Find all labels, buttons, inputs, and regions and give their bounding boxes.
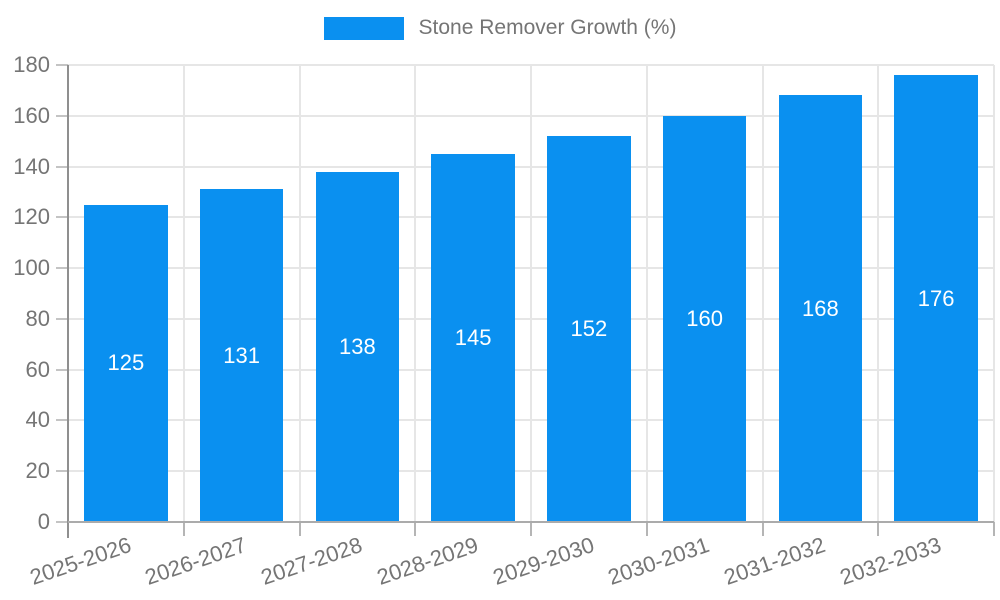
vertical-gridline xyxy=(298,65,301,522)
y-axis-tick-label: 100 xyxy=(13,255,50,281)
y-axis-tick xyxy=(56,317,68,320)
vertical-gridline xyxy=(761,65,764,522)
vertical-gridline xyxy=(877,65,880,522)
x-axis-tick-label: 2029-2030 xyxy=(489,532,598,590)
bar-value-label: 138 xyxy=(339,333,376,359)
vertical-gridline xyxy=(530,65,532,522)
bar: 138 xyxy=(315,171,400,522)
y-axis-tick-label: 0 xyxy=(37,509,50,534)
bar-value-label: 145 xyxy=(454,324,492,350)
bar: 125 xyxy=(84,204,168,522)
x-axis-tick xyxy=(761,522,764,536)
y-axis-tick-label: 160 xyxy=(13,102,50,128)
x-axis-tick xyxy=(877,522,880,536)
vertical-gridline xyxy=(993,65,995,522)
x-axis-tick xyxy=(530,522,532,536)
y-axis-tick-label: 40 xyxy=(25,407,50,433)
y-axis-tick-label: 180 xyxy=(13,52,50,77)
y-axis-tick xyxy=(56,470,68,473)
y-axis-tick xyxy=(56,114,68,117)
y-axis-tick xyxy=(56,64,68,66)
bar: 176 xyxy=(894,75,978,522)
y-axis-tick xyxy=(56,368,68,371)
bar: 168 xyxy=(778,95,863,522)
y-axis-tick-label: 80 xyxy=(25,305,50,331)
y-axis-tick xyxy=(56,165,68,168)
y-axis-line xyxy=(67,65,69,538)
bar: 145 xyxy=(431,153,515,522)
bar-value-label: 125 xyxy=(107,350,145,376)
bar-value-label: 152 xyxy=(570,316,608,342)
bar-value-label: 168 xyxy=(802,295,839,321)
legend-label: Stone Remover Growth (%) xyxy=(418,16,677,39)
x-axis-tick xyxy=(182,522,185,536)
bar-value-label: 176 xyxy=(917,285,955,311)
bar-value-label: 160 xyxy=(686,305,723,331)
vertical-gridline xyxy=(414,65,417,522)
y-axis-tick-label: 120 xyxy=(13,204,50,230)
bar: 152 xyxy=(547,136,631,522)
y-axis-tick xyxy=(56,419,68,422)
y-axis-tick-label: 60 xyxy=(25,356,50,382)
y-axis-tick xyxy=(56,216,68,219)
bar: 160 xyxy=(662,115,747,522)
y-axis-tick-label: 140 xyxy=(13,153,50,179)
y-axis-tick-label: 20 xyxy=(25,458,50,484)
x-axis-tick xyxy=(645,522,648,536)
x-axis-tick-label: 2025-2026 xyxy=(26,532,135,590)
y-axis-tick xyxy=(56,267,68,270)
x-axis-tick-label: 2026-2027 xyxy=(142,532,250,590)
x-axis-line xyxy=(68,521,994,523)
legend: Stone Remover Growth (%) xyxy=(0,16,1000,40)
bar: 131 xyxy=(199,189,284,522)
y-axis-tick xyxy=(56,521,68,523)
x-axis-tick-label: 2031-2032 xyxy=(720,532,829,590)
vertical-gridline xyxy=(645,65,648,522)
vertical-gridline xyxy=(182,65,185,522)
legend-swatch xyxy=(323,16,404,40)
x-axis-tick xyxy=(298,522,301,536)
x-axis-tick-label: 2028-2029 xyxy=(373,532,482,590)
x-axis-tick xyxy=(414,522,417,536)
plot-area: 0 20 40 60 80 100 120 140 160 180 125 2025-2026 131 2… xyxy=(13,52,995,590)
x-axis-tick-label: 2032-2033 xyxy=(836,532,945,590)
x-axis-tick-label: 2030-2031 xyxy=(605,532,713,590)
bar-value-label: 131 xyxy=(223,342,260,368)
x-axis-tick xyxy=(993,522,995,536)
x-axis-tick-label: 2027-2028 xyxy=(257,532,366,590)
